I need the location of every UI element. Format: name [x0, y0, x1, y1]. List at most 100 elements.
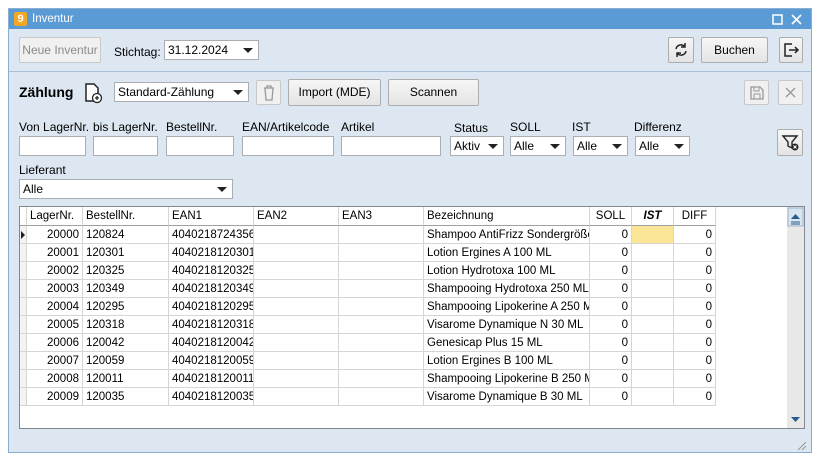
supplier-select[interactable]: Alle	[19, 179, 233, 199]
grid-cell[interactable]: 0	[674, 244, 716, 262]
grid-cell[interactable]: 120042	[83, 334, 169, 352]
empty-cell[interactable]	[632, 298, 674, 316]
grid-cell[interactable]: Shampooing Lipokerine B 250 ML	[424, 370, 590, 388]
column-header[interactable]: SOLL	[590, 207, 632, 226]
date-select[interactable]: 31.12.2024	[164, 40, 259, 60]
grid-cell[interactable]: Shampooing Lipokerine A 250 ML	[424, 298, 590, 316]
empty-cell[interactable]	[339, 352, 424, 370]
empty-cell[interactable]	[254, 244, 339, 262]
from-input[interactable]	[19, 136, 86, 156]
grid-cell[interactable]: 20009	[27, 388, 83, 406]
grid-cell[interactable]: 20002	[27, 262, 83, 280]
empty-cell[interactable]	[254, 226, 339, 244]
grid-cell[interactable]: 0	[590, 244, 632, 262]
column-header[interactable]: LagerNr.	[27, 207, 83, 226]
grid-cell[interactable]: 4040218120059	[169, 352, 254, 370]
grid-cell[interactable]: 0	[674, 334, 716, 352]
empty-cell[interactable]	[632, 334, 674, 352]
grid-cell[interactable]: 0	[674, 388, 716, 406]
grid-cell[interactable]: 4040218120349	[169, 280, 254, 298]
grid-cell[interactable]: 120824	[83, 226, 169, 244]
grid-cell[interactable]: 4040218120035	[169, 388, 254, 406]
article-input[interactable]	[341, 136, 441, 156]
empty-cell[interactable]	[254, 352, 339, 370]
empty-cell[interactable]	[339, 226, 424, 244]
diff-select[interactable]: Alle	[635, 136, 690, 156]
grid-cell[interactable]: Lotion Hydrotoxa 100 ML	[424, 262, 590, 280]
grid-cell[interactable]: Lotion Ergines A 100 ML	[424, 244, 590, 262]
column-header[interactable]: BestellNr.	[83, 207, 169, 226]
soll-select[interactable]: Alle	[510, 136, 566, 156]
grid-cell[interactable]: 0	[590, 388, 632, 406]
grid-cell[interactable]: 0	[674, 370, 716, 388]
exit-button[interactable]	[779, 37, 803, 63]
ean-input[interactable]	[242, 136, 334, 156]
grid-cell[interactable]: 120301	[83, 244, 169, 262]
grid-cell[interactable]: 0	[590, 298, 632, 316]
empty-cell[interactable]	[254, 370, 339, 388]
grid-cell[interactable]: 120325	[83, 262, 169, 280]
column-header[interactable]: EAN2	[254, 207, 339, 226]
grid-cell[interactable]: Visarome Dynamique B 30 ML	[424, 388, 590, 406]
grid-cell[interactable]: 0	[674, 262, 716, 280]
grid-cell[interactable]: 20001	[27, 244, 83, 262]
grid-cell[interactable]: 0	[674, 280, 716, 298]
grid-cell[interactable]: 0	[674, 298, 716, 316]
empty-cell[interactable]	[339, 280, 424, 298]
grid-cell[interactable]: 4040218120295	[169, 298, 254, 316]
grid-cell[interactable]: 20000	[27, 226, 83, 244]
grid-cell[interactable]: 0	[674, 352, 716, 370]
grid-cell[interactable]: 120295	[83, 298, 169, 316]
order-input[interactable]	[166, 136, 234, 156]
grid-cell[interactable]: 20003	[27, 280, 83, 298]
grid-cell[interactable]: Lotion Ergines B 100 ML	[424, 352, 590, 370]
column-header[interactable]: DIFF	[674, 207, 716, 226]
cancel-button[interactable]	[778, 80, 803, 105]
grid-cell[interactable]: 4040218120301	[169, 244, 254, 262]
to-input[interactable]	[93, 136, 158, 156]
grid-cell[interactable]: 0	[590, 370, 632, 388]
empty-cell[interactable]	[632, 244, 674, 262]
refresh-button[interactable]	[668, 37, 694, 63]
count-select[interactable]: Standard-Zählung	[114, 82, 249, 102]
status-select[interactable]: Aktiv	[450, 136, 504, 156]
new-inventory-button[interactable]: Neue Inventur	[19, 37, 101, 63]
ist-select[interactable]: Alle	[573, 136, 628, 156]
grid-cell[interactable]: 0	[590, 226, 632, 244]
grid-cell[interactable]: 20007	[27, 352, 83, 370]
column-header[interactable]: EAN3	[339, 207, 424, 226]
grid-cell[interactable]: 0	[590, 280, 632, 298]
grid-cell[interactable]: 4040218120325	[169, 262, 254, 280]
empty-cell[interactable]	[632, 262, 674, 280]
empty-cell[interactable]	[632, 370, 674, 388]
grid-cell[interactable]: 120318	[83, 316, 169, 334]
empty-cell[interactable]	[632, 280, 674, 298]
maximize-button[interactable]	[772, 14, 783, 25]
delete-count-button[interactable]	[256, 80, 281, 105]
empty-cell[interactable]	[254, 262, 339, 280]
new-count-button[interactable]	[81, 81, 105, 105]
import-button[interactable]: Import (MDE)	[288, 79, 381, 106]
scrollbar-arrows[interactable]	[787, 207, 804, 428]
grid-cell[interactable]: Genesicap Plus 15 ML	[424, 334, 590, 352]
grid-cell[interactable]: 0	[590, 262, 632, 280]
grid-cell[interactable]: 20006	[27, 334, 83, 352]
grid-cell[interactable]: 20005	[27, 316, 83, 334]
empty-cell[interactable]	[254, 298, 339, 316]
grid-cell[interactable]: 4040218120318	[169, 316, 254, 334]
grid-cell[interactable]: 120059	[83, 352, 169, 370]
grid-cell[interactable]: 0	[590, 334, 632, 352]
empty-cell[interactable]	[339, 316, 424, 334]
empty-cell[interactable]	[632, 388, 674, 406]
empty-cell[interactable]	[339, 262, 424, 280]
grid-cell[interactable]: 20008	[27, 370, 83, 388]
close-button[interactable]	[791, 14, 802, 25]
empty-cell[interactable]	[339, 334, 424, 352]
grid-cell[interactable]: 0	[590, 352, 632, 370]
grid-cell[interactable]: 20004	[27, 298, 83, 316]
scrollbar[interactable]	[787, 207, 804, 428]
grid-cell[interactable]: 0	[674, 226, 716, 244]
column-header[interactable]: Bezeichnung	[424, 207, 590, 226]
empty-cell[interactable]	[254, 388, 339, 406]
empty-cell[interactable]	[632, 226, 674, 244]
